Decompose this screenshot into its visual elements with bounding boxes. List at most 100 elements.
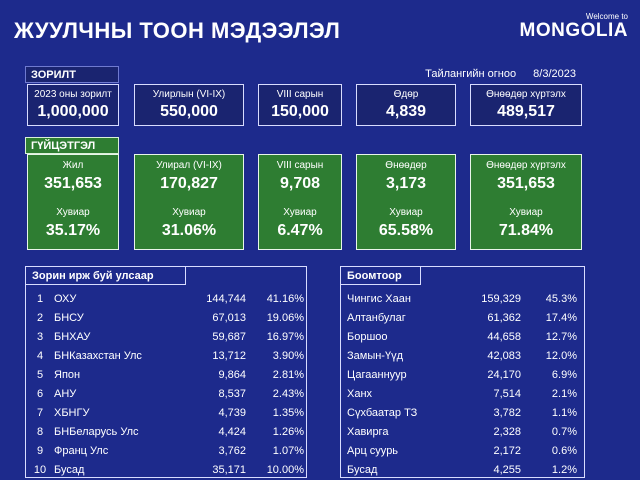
perf-card-month: VIII сарын 9,708 Хувиар 6.47% [258,154,342,250]
perf-card-pct: 65.58% [378,222,434,239]
border-point-count: 24,170 [487,368,521,381]
border-point-name: Хавирга [347,425,389,438]
country-count: 59,687 [212,330,246,343]
table-row: Хавирга 2,328 0.7% [341,422,584,441]
goal-card-year: 2023 оны зорилт 1,000,000 [27,84,119,126]
country-rank: 1 [36,292,44,305]
border-point-pct: 12.7% [545,330,577,343]
table-row: 1 ОХУ 144,744 41.16% [26,289,306,308]
goal-card-value: 150,000 [271,103,329,120]
country-count: 3,762 [218,444,246,457]
perf-card-pct: 6.47% [277,222,323,239]
table-row: Чингис Хаан 159,329 45.3% [341,289,584,308]
border-point-count: 2,172 [493,444,521,457]
table-row: Алтанбулаг 61,362 17.4% [341,308,584,327]
border-point-name: Бусад [347,463,378,476]
perf-card-label: VIII сарын [276,160,324,171]
country-rank: 9 [36,444,44,457]
country-count: 144,744 [206,292,246,305]
performance-section-label: ГҮЙЦЭТГЭЛ [25,137,119,154]
country-pct: 2.43% [272,387,304,400]
country-name: Япон [54,368,81,381]
border-point-count: 42,083 [487,349,521,362]
table-row: Цагааннуур 24,170 6.9% [341,365,584,384]
table-row: 10 Бусад 35,171 10.00% [26,460,306,479]
table-row: Ханх 7,514 2.1% [341,384,584,403]
perf-card-pct-label: Хувиар [389,207,423,218]
goal-card-month: VIII сарын 150,000 [258,84,342,126]
country-name: Бусад [54,463,85,476]
table-row: 3 БНХАУ 59,687 16.97% [26,327,306,346]
country-rank: 6 [36,387,44,400]
table-row: 2 БНСУ 67,013 19.06% [26,308,306,327]
country-pct: 16.97% [266,330,304,343]
country-name: БНКазахстан Улс [54,349,142,362]
table-row: 6 АНУ 8,537 2.43% [26,384,306,403]
goal-section-label: ЗОРИЛТ [25,66,119,83]
goal-card-label: 2023 оны зорилт [34,89,112,100]
report-date-label: Тайлангийн огноо [425,68,517,80]
report-date: Тайлангийн огноо 8/3/2023 [425,68,576,80]
border-point-count: 2,328 [493,425,521,438]
perf-card-pct-label: Хувиар [172,207,206,218]
country-count: 8,537 [218,387,246,400]
border-point-name: Цагааннуур [347,368,407,381]
goal-card-day: Өдөр 4,839 [356,84,456,126]
country-pct: 2.81% [272,368,304,381]
border-point-pct: 45.3% [545,292,577,305]
country-pct: 10.00% [266,463,304,476]
goal-card-to-date: Өнөөдөр хүртэлх 489,517 [470,84,582,126]
country-rank: 4 [36,349,44,362]
country-count: 4,739 [218,406,246,419]
country-rank: 8 [36,425,44,438]
country-pct: 3.90% [272,349,304,362]
countries-table-title: Зорин ирж буй улсаар [26,267,186,285]
perf-card-value: 351,653 [497,175,555,192]
table-row: Замын-Үүд 42,083 12.0% [341,346,584,365]
country-pct: 41.16% [266,292,304,305]
perf-card-label: Өнөөдөр хүртэлх [486,160,566,171]
border-points-rows: Чингис Хаан 159,329 45.3% Алтанбулаг 61,362 1… [341,285,584,479]
brand-name: MONGOLIA [519,20,628,41]
border-point-name: Сүхбаатар ТЗ [347,406,418,419]
brand-logo: Welcome to MONGOLIA [520,12,629,41]
country-name: АНУ [54,387,77,400]
perf-card-value: 170,827 [160,175,218,192]
goal-card-value: 550,000 [160,103,218,120]
perf-card-pct-label: Хувиар [56,207,90,218]
country-name: ОХУ [54,292,77,305]
table-row: 9 Франц Улс 3,762 1.07% [26,441,306,460]
perf-card-pct: 31.06% [161,222,217,239]
country-pct: 1.26% [272,425,304,438]
border-point-pct: 0.7% [551,425,577,438]
table-row: Арц суурь 2,172 0.6% [341,441,584,460]
country-rank: 5 [36,368,44,381]
table-row: Сүхбаатар ТЗ 3,782 1.1% [341,403,584,422]
border-point-count: 7,514 [493,387,521,400]
border-point-name: Замын-Үүд [347,349,404,362]
border-point-count: 61,362 [487,311,521,324]
countries-rows: 1 ОХУ 144,744 41.16% 2 БНСУ 67,013 19.06% 3 БНХАУ… [26,285,306,479]
country-name: БНБеларусь Улс [54,425,139,438]
country-rank: 10 [33,463,47,476]
country-pct: 1.35% [272,406,304,419]
goal-card-label: Өнөөдөр хүртэлх [486,89,566,100]
table-row: 7 ХБНГУ 4,739 1.35% [26,403,306,422]
countries-table: Зорин ирж буй улсаар 1 ОХУ 144,744 41.16% 2 Б… [25,266,307,478]
perf-card-pct: 35.17% [45,222,101,239]
border-point-count: 4,255 [493,463,521,476]
country-count: 67,013 [212,311,246,324]
page-title: ЖУУЛЧНЫ ТООН МЭДЭЭЛЭЛ [14,18,341,43]
goal-card-label: VIII сарын [276,89,324,100]
border-point-pct: 2.1% [551,387,577,400]
country-name: Франц Улс [54,444,109,457]
perf-card-pct-label: Хувиар [283,207,317,218]
goal-card-value: 489,517 [497,103,555,120]
perf-card-to-date: Өнөөдөр хүртэлх 351,653 Хувиар 71.84% [470,154,582,250]
border-point-pct: 12.0% [545,349,577,362]
border-point-name: Алтанбулаг [347,311,406,324]
table-row: Боршоо 44,658 12.7% [341,327,584,346]
perf-card-value: 3,173 [385,175,427,192]
border-point-name: Чингис Хаан [347,292,411,305]
perf-card-pct: 71.84% [498,222,554,239]
